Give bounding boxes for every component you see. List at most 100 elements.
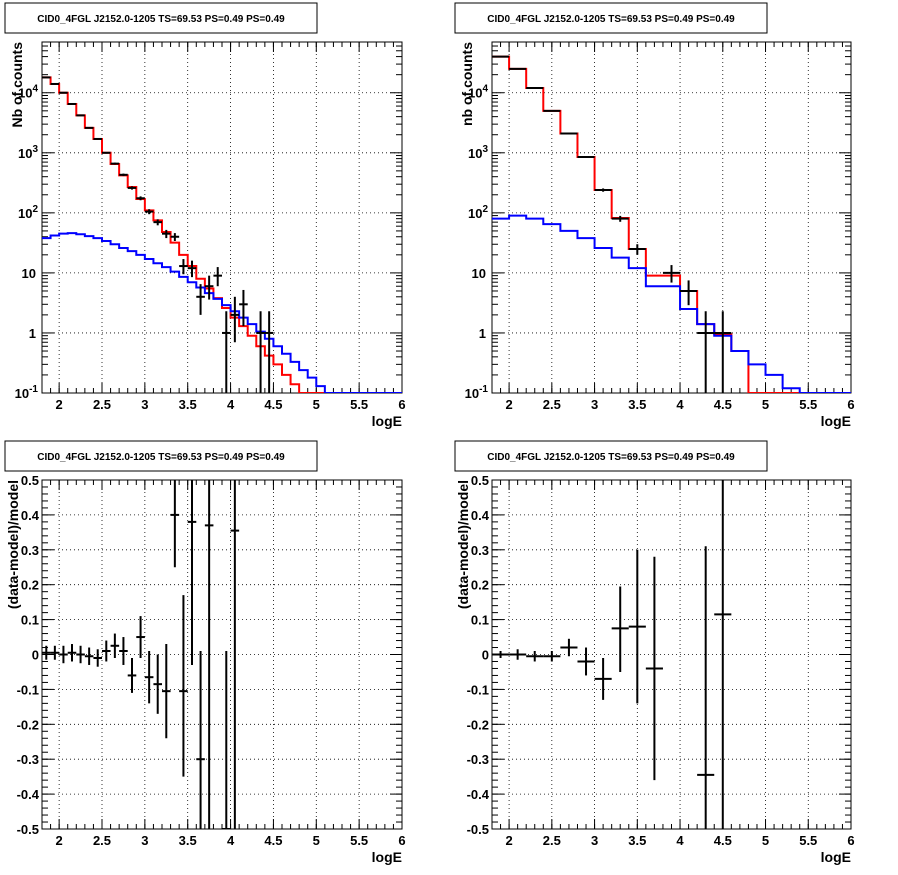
x-tick-label: 4.5	[264, 833, 282, 848]
data-layer	[42, 76, 402, 393]
y-tick-label: -0.3	[467, 752, 489, 767]
x-axis-title: logE	[372, 849, 402, 865]
y-tick-label: 0.4	[21, 508, 40, 523]
y-tick-label: 10	[472, 266, 486, 281]
y-tick-label: 1	[29, 326, 36, 341]
x-tick-label: 4.5	[264, 397, 282, 412]
chart-title: CID0_4FGL J2152.0-1205 TS=69.53 PS=0.49 …	[37, 452, 285, 463]
plot-frame	[41, 41, 403, 394]
x-tick-label: 5.5	[350, 397, 368, 412]
y-tick-label: 0.5	[471, 473, 489, 488]
y-axis-title: Nb of counts	[9, 42, 25, 128]
y-tick-label: 0.2	[21, 578, 39, 593]
x-tick-label: 3	[141, 833, 148, 848]
y-tick-label: 1	[479, 326, 486, 341]
plot-frame	[491, 479, 852, 830]
y-tick-label: 0.3	[21, 543, 39, 558]
chart-title-box	[4, 2, 318, 34]
y-tick-label: -0.4	[17, 787, 40, 802]
x-axis-title: logE	[821, 849, 851, 865]
x-axis-title: logE	[821, 413, 851, 429]
chart-title-box	[454, 440, 768, 472]
chart-panel-4: CID0_4FGL J2152.0-1205 TS=69.53 PS=0.49 …	[454, 440, 855, 865]
y-tick-label: -0.2	[467, 717, 489, 732]
plot-frame	[491, 41, 852, 394]
x-tick-label: 6	[398, 397, 405, 412]
chart-title: CID0_4FGL J2152.0-1205 TS=69.53 PS=0.49 …	[487, 452, 735, 463]
x-tick-label: 5	[313, 833, 320, 848]
x-tick-label: 6	[847, 833, 854, 848]
chart-title: CID0_4FGL J2152.0-1205 TS=69.53 PS=0.49 …	[37, 14, 285, 25]
y-tick-label: 0.1	[21, 613, 39, 628]
y-tick-label: 0	[482, 648, 489, 663]
y-axis-title: nb of counts	[459, 42, 475, 126]
x-tick-label: 2.5	[543, 397, 561, 412]
y-tick-label: -0.1	[17, 682, 39, 697]
y-tick-label: 0.5	[21, 473, 39, 488]
data-layer	[492, 55, 851, 393]
x-tick-label: 5.5	[799, 833, 817, 848]
chart-title-box	[4, 440, 318, 472]
y-tick-label: 10	[22, 266, 36, 281]
x-tick-label: 5.5	[350, 833, 368, 848]
series-line-2	[42, 232, 402, 393]
x-tick-label: 2	[505, 397, 512, 412]
y-tick-label: 10-1	[465, 384, 489, 401]
y-tick-label: 103	[468, 144, 488, 161]
y-tick-label: 0.4	[471, 508, 490, 523]
series-line-2	[492, 214, 851, 393]
x-tick-label: 3	[591, 397, 598, 412]
x-axis-title: logE	[372, 413, 402, 429]
x-tick-label: 6	[847, 397, 854, 412]
data-layer	[42, 480, 240, 829]
y-tick-label: 103	[18, 144, 38, 161]
y-tick-label: -0.2	[17, 717, 39, 732]
x-tick-label: 2	[56, 397, 63, 412]
y-tick-label: 10-1	[15, 384, 39, 401]
chart-panel-3: CID0_4FGL J2152.0-1205 TS=69.53 PS=0.49 …	[4, 440, 406, 865]
y-axis-title: (data-model)/model	[5, 480, 21, 609]
y-axis-title: (data-model)/model	[455, 480, 471, 609]
data-layer	[492, 480, 732, 829]
x-tick-label: 3.5	[179, 833, 197, 848]
x-tick-label: 2.5	[543, 833, 561, 848]
y-tick-label: -0.1	[467, 682, 489, 697]
x-tick-label: 4	[227, 833, 235, 848]
y-tick-label: -0.5	[17, 822, 39, 837]
x-tick-label: 2.5	[93, 397, 111, 412]
x-tick-label: 3.5	[628, 833, 646, 848]
x-tick-label: 4	[227, 397, 235, 412]
x-tick-label: 5	[762, 833, 769, 848]
x-tick-label: 3.5	[628, 397, 646, 412]
y-tick-label: -0.5	[467, 822, 489, 837]
x-tick-label: 2.5	[93, 833, 111, 848]
x-tick-label: 3	[591, 833, 598, 848]
y-tick-label: 0.3	[471, 543, 489, 558]
x-tick-label: 6	[398, 833, 405, 848]
series-line-1	[492, 55, 851, 393]
y-tick-label: 102	[468, 204, 488, 221]
y-tick-label: 0.2	[471, 578, 489, 593]
y-tick-label: -0.3	[17, 752, 39, 767]
chart-title: CID0_4FGL J2152.0-1205 TS=69.53 PS=0.49 …	[487, 14, 735, 25]
x-tick-label: 2	[505, 833, 512, 848]
y-tick-label: 104	[18, 84, 38, 101]
x-tick-label: 5	[762, 397, 769, 412]
y-tick-label: 0	[32, 648, 39, 663]
y-tick-label: 0.1	[471, 613, 489, 628]
x-tick-label: 4	[676, 833, 684, 848]
chart-title-box	[454, 2, 768, 34]
y-tick-label: 102	[18, 204, 38, 221]
x-tick-label: 2	[56, 833, 63, 848]
x-tick-label: 5	[313, 397, 320, 412]
x-tick-label: 3	[141, 397, 148, 412]
x-tick-label: 5.5	[799, 397, 817, 412]
chart-panel-2: CID0_4FGL J2152.0-1205 TS=69.53 PS=0.49 …	[454, 2, 855, 429]
y-tick-label: -0.4	[467, 787, 490, 802]
x-tick-label: 4.5	[714, 397, 732, 412]
y-tick-label: 104	[468, 84, 488, 101]
x-tick-label: 3.5	[179, 397, 197, 412]
x-tick-label: 4.5	[714, 833, 732, 848]
chart-panel-1: CID0_4FGL J2152.0-1205 TS=69.53 PS=0.49 …	[4, 2, 406, 429]
